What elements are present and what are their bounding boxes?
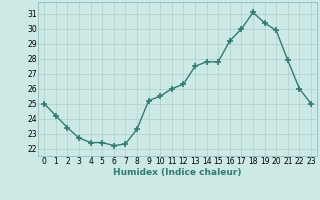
X-axis label: Humidex (Indice chaleur): Humidex (Indice chaleur) (113, 168, 242, 177)
